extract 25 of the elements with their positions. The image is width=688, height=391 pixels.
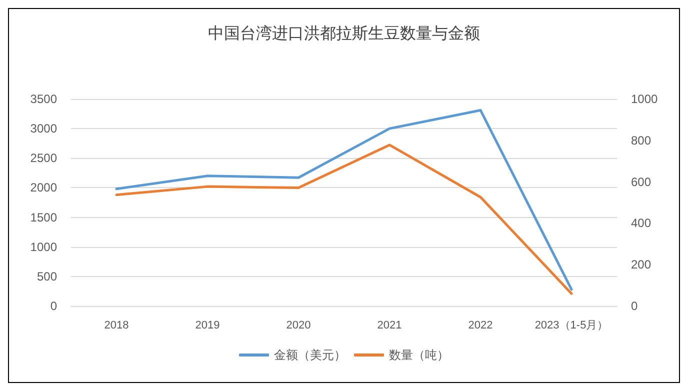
y2-tick-label: 0 — [631, 299, 638, 313]
y-tick-label: 1000 — [30, 240, 58, 254]
legend-label: 金额（美元） — [274, 348, 346, 362]
y-tick-label: 3500 — [30, 92, 58, 106]
x-tick-label: 2019 — [195, 320, 220, 332]
y2-tick-label: 1000 — [631, 92, 658, 106]
x-tick-label: 2020 — [286, 320, 311, 332]
x-tick-label: 2022 — [468, 320, 493, 332]
y-tick-label: 500 — [36, 269, 58, 284]
chart-title: 中国台湾进口洪都拉斯生豆数量与金额 — [208, 24, 480, 42]
x-tick-label: 2021 — [377, 320, 402, 332]
legend-label: 数量（吨） — [389, 348, 449, 362]
line-series — [115, 108, 573, 291]
y2-tick-label: 200 — [631, 258, 652, 272]
y-tick-label: 2500 — [30, 151, 58, 166]
y2-tick-label: 600 — [631, 174, 652, 189]
y-tick-label: 1500 — [30, 210, 58, 224]
y2-tick-label: 800 — [631, 133, 652, 148]
y-tick-label: 3000 — [30, 122, 58, 136]
x-tick-label: 2023（1-5月） — [534, 320, 608, 332]
x-tick-label: 2018 — [104, 320, 129, 332]
y-tick-label: 0 — [50, 299, 58, 313]
y-tick-label: 2000 — [30, 180, 58, 195]
line-series — [115, 144, 573, 295]
y2-tick-label: 400 — [631, 216, 652, 230]
